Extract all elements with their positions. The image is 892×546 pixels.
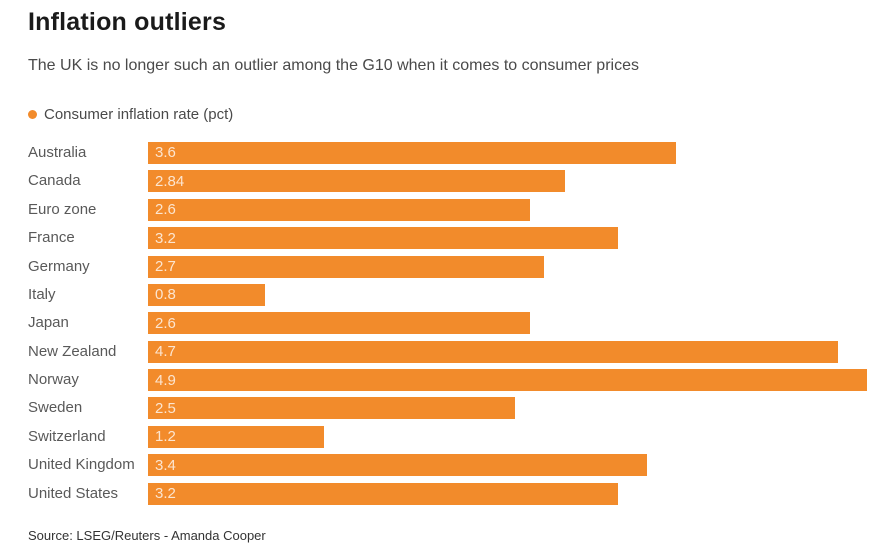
bar-value-label: 2.5 bbox=[155, 399, 176, 417]
country-label: Germany bbox=[28, 257, 90, 275]
bar-track: 3.6 bbox=[148, 141, 867, 164]
chart-legend: Consumer inflation rate (pct) bbox=[28, 106, 867, 123]
chart-row: United Kingdom 3.4 bbox=[28, 454, 867, 477]
inflation-bar: 3.2 bbox=[148, 482, 618, 505]
chart-row: France 3.2 bbox=[28, 227, 867, 250]
page-title: Inflation outliers bbox=[28, 8, 227, 36]
bar-track: 0.8 bbox=[148, 283, 867, 306]
bar-track: 2.84 bbox=[148, 170, 867, 193]
bar-value-label: 4.9 bbox=[155, 371, 176, 389]
bar-chart: Australia 3.6 Canada 2.84 Euro zone 2.6 France… bbox=[28, 141, 867, 505]
country-label: Canada bbox=[28, 172, 81, 190]
country-label: Euro zone bbox=[28, 200, 97, 218]
country-label: Japan bbox=[28, 314, 69, 332]
bar-value-label: 3.4 bbox=[155, 456, 176, 474]
bar-value-label: 3.2 bbox=[155, 229, 176, 247]
bar-value-label: 2.84 bbox=[155, 172, 185, 190]
bar-value-label: 3.6 bbox=[155, 144, 176, 162]
inflation-bar: 3.2 bbox=[148, 227, 618, 250]
bar-track: 4.7 bbox=[148, 340, 867, 363]
chart-row: Sweden 2.5 bbox=[28, 397, 867, 420]
country-label: United States bbox=[28, 484, 119, 502]
bar-track: 3.2 bbox=[148, 482, 867, 505]
country-label: New Zealand bbox=[28, 342, 117, 360]
inflation-bar: 4.9 bbox=[148, 369, 867, 392]
inflation-bar: 3.6 bbox=[148, 141, 677, 164]
bar-value-label: 2.6 bbox=[155, 201, 176, 219]
country-label: Norway bbox=[28, 371, 79, 389]
inflation-bar: 2.6 bbox=[148, 198, 530, 221]
bar-track: 2.6 bbox=[148, 312, 867, 335]
country-label: Australia bbox=[28, 143, 87, 161]
chart-row: Italy 0.8 bbox=[28, 283, 867, 306]
bar-track: 3.2 bbox=[148, 227, 867, 250]
country-label: United Kingdom bbox=[28, 456, 135, 474]
country-label: Switzerland bbox=[28, 427, 106, 445]
chart-row: Switzerland 1.2 bbox=[28, 425, 867, 448]
chart-row: United States 3.2 bbox=[28, 482, 867, 505]
inflation-bar: 2.7 bbox=[148, 255, 545, 278]
bar-track: 3.4 bbox=[148, 454, 867, 477]
inflation-bar: 2.84 bbox=[148, 170, 565, 193]
chart-row: New Zealand 4.7 bbox=[28, 340, 867, 363]
chart-row: Canada 2.84 bbox=[28, 170, 867, 193]
country-label: France bbox=[28, 229, 75, 247]
bar-value-label: 0.8 bbox=[155, 286, 176, 304]
bar-track: 2.5 bbox=[148, 397, 867, 420]
inflation-bar: 3.4 bbox=[148, 454, 647, 477]
bar-track: 2.7 bbox=[148, 255, 867, 278]
bar-track: 2.6 bbox=[148, 198, 867, 221]
inflation-bar: 1.2 bbox=[148, 425, 325, 448]
legend-label: Consumer inflation rate (pct) bbox=[44, 105, 234, 123]
bar-value-label: 2.6 bbox=[155, 314, 176, 332]
chart-subtitle: The UK is no longer such an outlier amon… bbox=[28, 56, 639, 74]
chart-row: Euro zone 2.6 bbox=[28, 198, 867, 221]
inflation-bar: 2.5 bbox=[148, 397, 515, 420]
inflation-bar: 0.8 bbox=[148, 283, 266, 306]
legend-dot-icon bbox=[28, 109, 37, 119]
source-note: Source: LSEG/Reuters - Amanda Cooper bbox=[28, 527, 266, 543]
bar-value-label: 1.2 bbox=[155, 428, 176, 446]
inflation-bar: 2.6 bbox=[148, 312, 530, 335]
inflation-bar: 4.7 bbox=[148, 340, 838, 363]
bar-track: 4.9 bbox=[148, 369, 867, 392]
bar-track: 1.2 bbox=[148, 425, 867, 448]
bar-value-label: 3.2 bbox=[155, 485, 176, 503]
country-label: Sweden bbox=[28, 399, 83, 417]
country-label: Italy bbox=[28, 285, 56, 303]
chart-row: Australia 3.6 bbox=[28, 141, 867, 164]
chart-row: Germany 2.7 bbox=[28, 255, 867, 278]
chart-row: Norway 4.9 bbox=[28, 369, 867, 392]
bar-value-label: 4.7 bbox=[155, 343, 176, 361]
chart-row: Japan 2.6 bbox=[28, 312, 867, 335]
bar-value-label: 2.7 bbox=[155, 258, 176, 275]
